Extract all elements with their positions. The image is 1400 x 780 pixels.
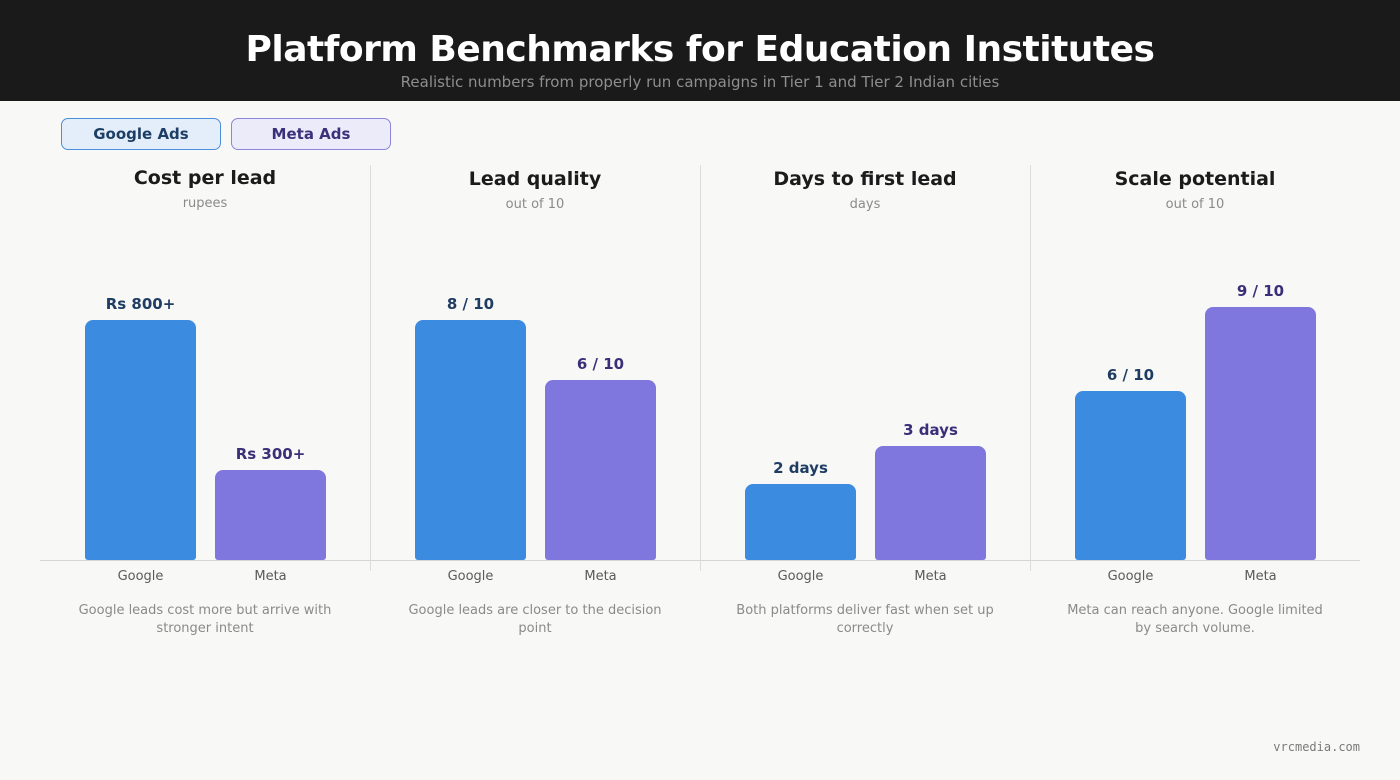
page-title: Platform Benchmarks for Education Instit… [245,29,1155,70]
value-label-days-to-first-lead-meta: 3 days [903,421,958,439]
bar-lead-quality-google [415,320,526,560]
page-subtitle: Realistic numbers from properly run camp… [400,73,1000,91]
value-label-cost-per-lead-google: Rs 800+ [105,295,176,313]
value-label-lead-quality-meta: 6 / 10 [576,355,625,373]
chart-note-days-to-first-lead: Both platforms deliver fast when set up … [736,603,994,636]
panel-divider [1030,165,1031,571]
chart-title-cost-per-lead: Cost per lead [133,167,277,189]
category-label-google: Google [1107,569,1154,584]
chart-title-lead-quality: Lead quality [468,168,602,190]
chart-unit-lead-quality: out of 10 [505,197,565,212]
chart-unit-days-to-first-lead: days [849,197,881,212]
chart-unit-cost-per-lead: rupees [182,196,228,211]
value-label-lead-quality-google: 8 / 10 [446,295,495,313]
bar-days-to-first-lead-google [745,484,856,560]
bar-cost-per-lead-meta [215,470,326,560]
chart-note-scale-potential: Meta can reach anyone. Google limited by… [1067,603,1323,636]
bar-scale-potential-google [1075,391,1186,560]
bar-cost-per-lead-google [85,320,196,560]
value-label-scale-potential-google: 6 / 10 [1106,366,1155,384]
value-label-days-to-first-lead-google: 2 days [773,459,828,477]
brand-footer: vrcmedia.com [1273,740,1360,754]
category-label-google: Google [777,569,824,584]
category-label-google: Google [117,569,164,584]
category-label-meta: Meta [1244,569,1277,584]
chart-unit-scale-potential: out of 10 [1165,197,1225,212]
category-label-meta: Meta [914,569,947,584]
bar-scale-potential-meta [1205,307,1316,560]
category-label-meta: Meta [584,569,617,584]
legend-meta-ads-button[interactable]: Meta Ads [231,118,391,150]
panel-divider [370,165,371,571]
chart-note-cost-per-lead: Google leads cost more but arrive with s… [78,603,332,636]
panel-divider [700,165,701,571]
category-label-meta: Meta [254,569,287,584]
bar-lead-quality-meta [545,380,656,560]
bar-days-to-first-lead-meta [875,446,986,560]
chart-title-scale-potential: Scale potential [1114,168,1276,190]
header-bar: Platform Benchmarks for Education Instit… [0,0,1400,101]
chart-title-days-to-first-lead: Days to first lead [773,168,957,190]
value-label-cost-per-lead-meta: Rs 300+ [235,445,306,463]
chart-note-lead-quality: Google leads are closer to the decision … [408,603,662,636]
value-label-scale-potential-meta: 9 / 10 [1236,282,1285,300]
legend-google-ads-button[interactable]: Google Ads [61,118,221,150]
category-label-google: Google [447,569,494,584]
